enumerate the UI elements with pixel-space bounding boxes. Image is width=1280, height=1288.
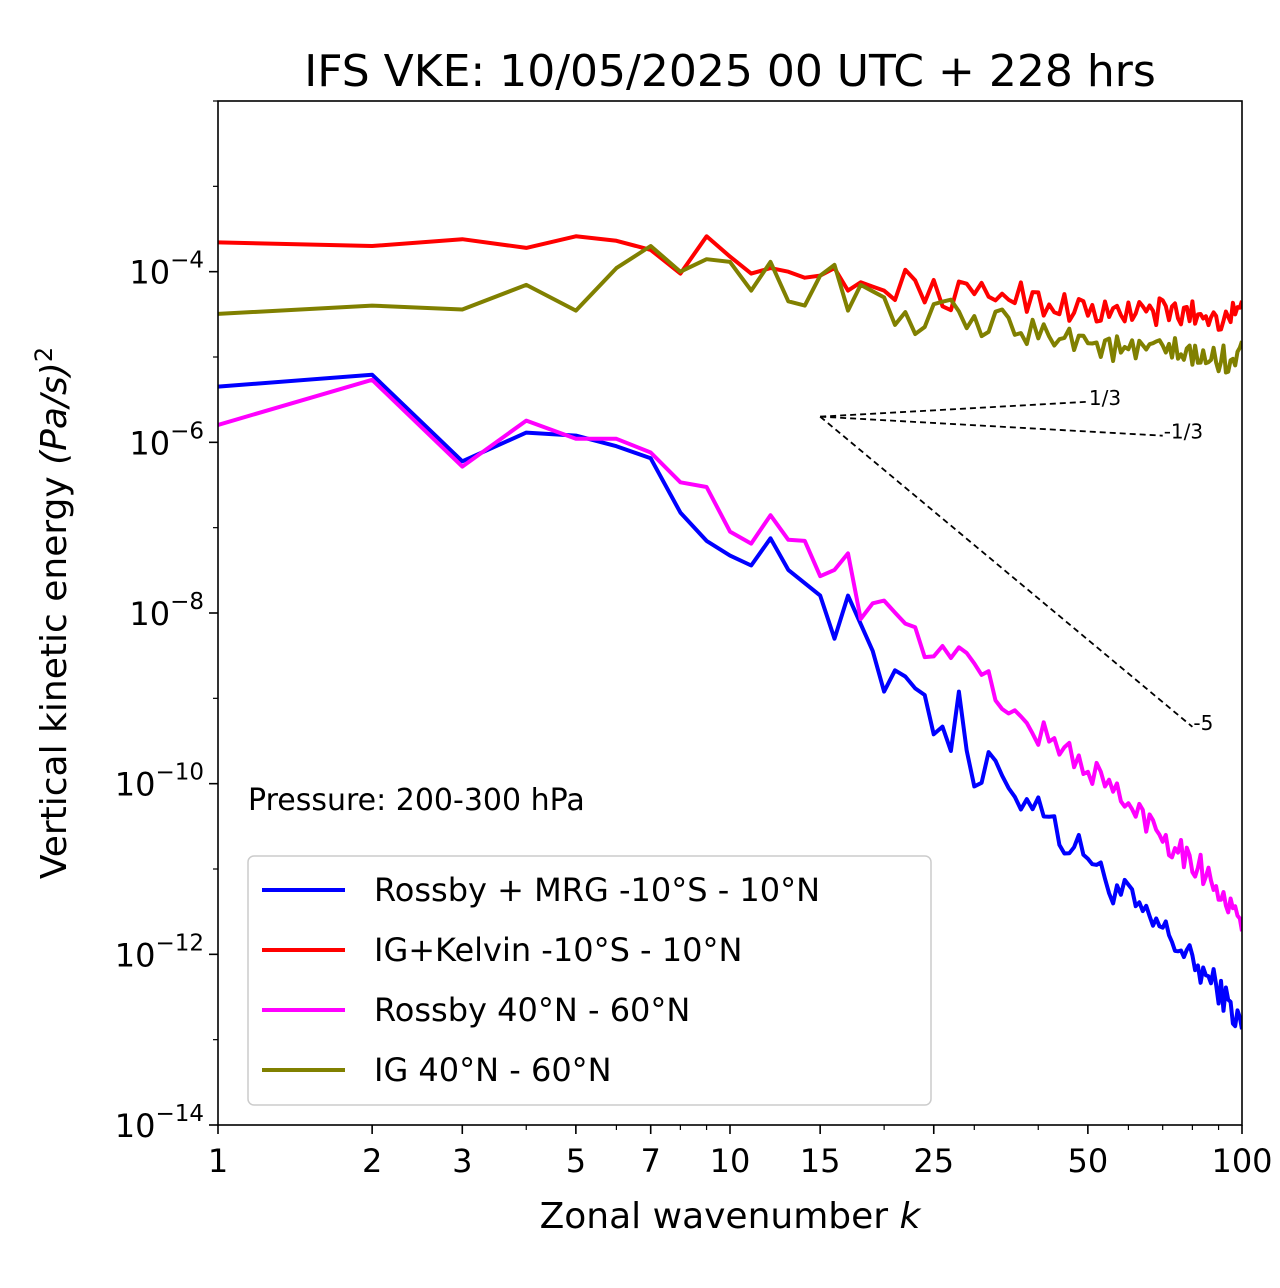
reference-slope-line — [820, 400, 1088, 418]
x-tick-label: 50 — [1068, 1142, 1109, 1180]
legend-entry: IG 40°N - 60°N — [374, 1051, 612, 1089]
y-tick-label: 10−4 — [129, 248, 204, 292]
x-axis-label: Zonal wavenumber k — [540, 1196, 923, 1237]
x-tick-label: 15 — [800, 1142, 841, 1180]
y-axis-label: Vertical kinetic energy (Pa/s)2 — [30, 347, 75, 879]
reference-slope-label: -1/3 — [1164, 420, 1203, 444]
reference-slope-label: -5 — [1193, 711, 1213, 735]
x-tick-label: 1 — [208, 1142, 228, 1180]
reference-slope-line — [819, 415, 1193, 728]
series-line — [218, 244, 1242, 375]
reference-slope-line — [820, 415, 1163, 437]
x-tick-label: 10 — [710, 1142, 751, 1180]
x-tick-label: 100 — [1211, 1142, 1272, 1180]
reference-slopes: 1/3 -1/3 -5 — [819, 386, 1213, 735]
series-layer — [218, 234, 1242, 1030]
pressure-annotation: Pressure: 200-300 hPa — [248, 783, 585, 818]
legend: Rossby + MRG -10°S - 10°N IG+Kelvin -10°S… — [247, 855, 932, 1106]
legend-box — [247, 855, 932, 1106]
chart-title: IFS VKE: 10/05/2025 00 UTC + 228 hrs — [304, 46, 1156, 97]
reference-slope-label: 1/3 — [1089, 386, 1121, 410]
x-tick-label: 2 — [362, 1142, 382, 1180]
x-tick-label: 7 — [641, 1142, 661, 1180]
x-axis-ticks: 1 2 3 5 7 10 15 25 50 100 — [208, 1125, 1273, 1180]
legend-entry: IG+Kelvin -10°S - 10°N — [374, 931, 742, 969]
x-tick-label: 25 — [913, 1142, 954, 1180]
legend-entry: Rossby + MRG -10°S - 10°N — [374, 871, 820, 909]
series-line — [218, 234, 1242, 332]
x-tick-label: 3 — [452, 1142, 472, 1180]
y-axis-ticks: 10−4 10−6 10−8 10−10 10−12 10−14 — [115, 100, 218, 1145]
series-line — [218, 377, 1242, 932]
y-tick-label: 10−10 — [115, 760, 204, 804]
x-tick-label: 5 — [566, 1142, 586, 1180]
series-line — [218, 372, 1242, 1030]
y-tick-label: 10−8 — [129, 589, 204, 633]
y-tick-label: 10−6 — [129, 418, 204, 462]
y-tick-label: 10−14 — [115, 1101, 204, 1145]
y-tick-label: 10−12 — [115, 930, 204, 974]
legend-entry: Rossby 40°N - 60°N — [374, 991, 690, 1029]
